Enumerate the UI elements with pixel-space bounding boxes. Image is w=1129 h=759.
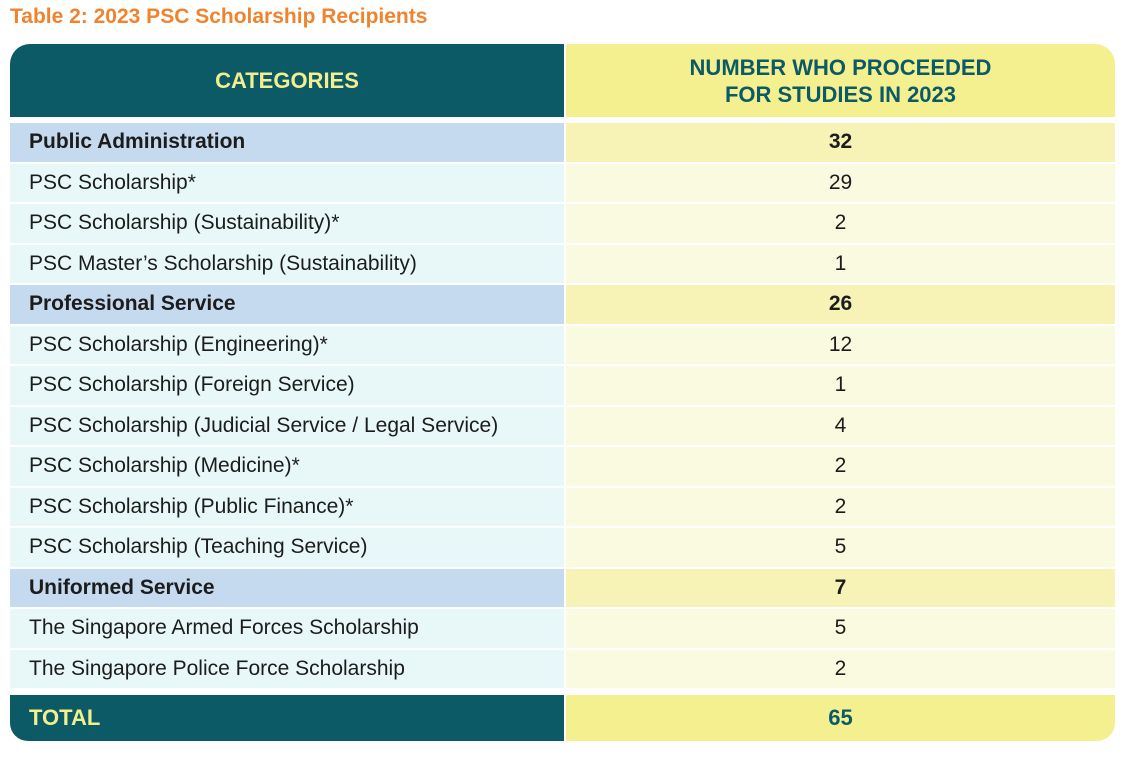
number-header-line1: NUMBER WHO PROCEEDED — [689, 54, 992, 80]
table-body: Public Administration 32 PSC Scholarship* 2… — [10, 123, 1115, 688]
number-header-line2: FOR STUDIES IN 2023 — [724, 81, 957, 107]
total-value: 65 — [566, 695, 1115, 741]
row-category: PSC Scholarship (Teaching Service) — [10, 528, 564, 567]
row-value: 29 — [566, 163, 1115, 202]
row-value: 5 — [566, 609, 1115, 648]
scholarship-table: CATEGORIES NUMBER WHO PROCEEDED FOR STUD… — [10, 44, 1115, 741]
row-value: 1 — [566, 244, 1115, 283]
row-category: PSC Scholarship (Public Finance)* — [10, 487, 564, 526]
table-row: The Singapore Armed Forces Scholarship 5 — [10, 609, 1115, 648]
table-row: PSC Scholarship (Foreign Service) 1 — [10, 366, 1115, 405]
table-row: PSC Scholarship (Medicine)* 2 — [10, 447, 1115, 486]
row-category: PSC Scholarship (Medicine)* — [10, 447, 564, 486]
table-row: PSC Scholarship* 29 — [10, 163, 1115, 202]
row-category: PSC Scholarship (Judicial Service / Lega… — [10, 406, 564, 445]
row-value: 26 — [566, 285, 1115, 324]
row-value: 12 — [566, 325, 1115, 364]
table-row: PSC Scholarship (Teaching Service) 5 — [10, 528, 1115, 567]
table-row: PSC Scholarship (Sustainability)* 2 — [10, 204, 1115, 243]
row-value: 1 — [566, 366, 1115, 405]
row-category: Public Administration — [10, 123, 564, 162]
number-header: NUMBER WHO PROCEEDED FOR STUDIES IN 2023 — [566, 44, 1115, 117]
table-row: PSC Scholarship (Judicial Service / Lega… — [10, 406, 1115, 445]
total-row: TOTAL 65 — [10, 695, 1115, 741]
row-value: 7 — [566, 568, 1115, 607]
row-category: The Singapore Police Force Scholarship — [10, 649, 564, 688]
table-row: PSC Master’s Scholarship (Sustainability… — [10, 244, 1115, 283]
row-value: 32 — [566, 123, 1115, 162]
table-row: PSC Scholarship (Public Finance)* 2 — [10, 487, 1115, 526]
table-header: CATEGORIES NUMBER WHO PROCEEDED FOR STUD… — [10, 44, 1115, 117]
group-row: Uniformed Service 7 — [10, 568, 1115, 607]
table-row: PSC Scholarship (Engineering)* 12 — [10, 325, 1115, 364]
categories-header: CATEGORIES — [10, 44, 564, 117]
row-value: 2 — [566, 447, 1115, 486]
row-value: 2 — [566, 649, 1115, 688]
table-row: The Singapore Police Force Scholarship 2 — [10, 649, 1115, 688]
row-category: PSC Master’s Scholarship (Sustainability… — [10, 244, 564, 283]
group-row: Public Administration 32 — [10, 123, 1115, 162]
row-value: 5 — [566, 528, 1115, 567]
row-category: PSC Scholarship (Foreign Service) — [10, 366, 564, 405]
row-category: PSC Scholarship* — [10, 163, 564, 202]
row-category: PSC Scholarship (Sustainability)* — [10, 204, 564, 243]
total-label: TOTAL — [10, 695, 564, 741]
row-category: PSC Scholarship (Engineering)* — [10, 325, 564, 364]
row-value: 4 — [566, 406, 1115, 445]
row-value: 2 — [566, 204, 1115, 243]
table-caption: Table 2: 2023 PSC Scholarship Recipients — [10, 5, 428, 28]
group-row: Professional Service 26 — [10, 285, 1115, 324]
row-category: Professional Service — [10, 285, 564, 324]
row-category: The Singapore Armed Forces Scholarship — [10, 609, 564, 648]
row-value: 2 — [566, 487, 1115, 526]
row-category: Uniformed Service — [10, 568, 564, 607]
